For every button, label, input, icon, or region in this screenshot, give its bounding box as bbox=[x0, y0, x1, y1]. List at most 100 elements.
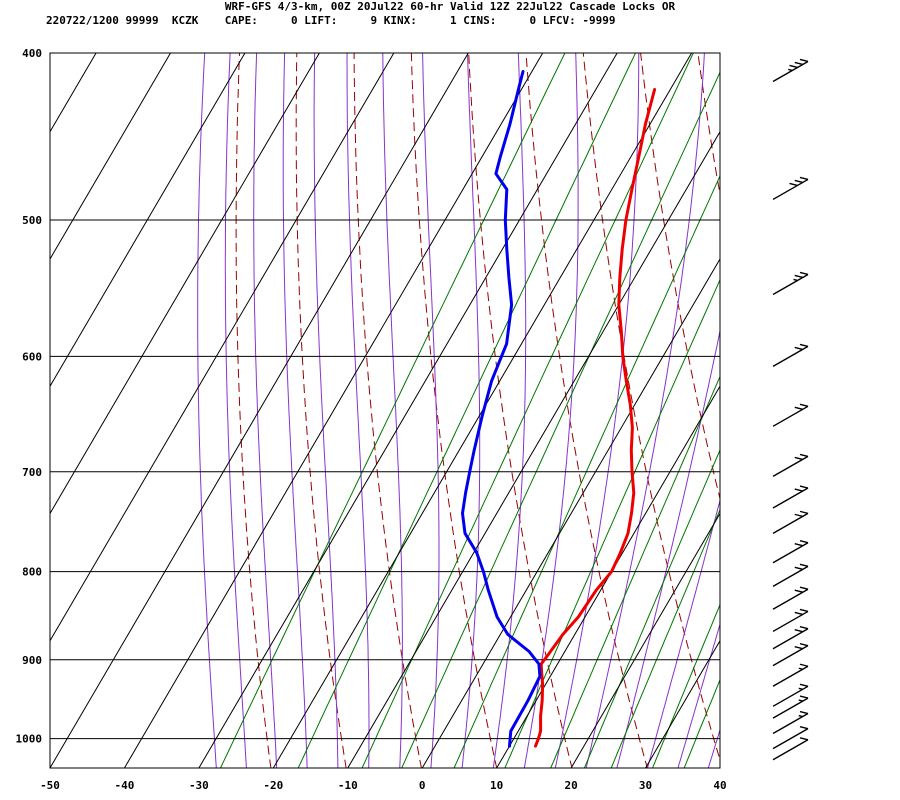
wind-barb bbox=[772, 563, 809, 587]
wind-barb bbox=[772, 586, 809, 610]
wind-barb bbox=[772, 403, 809, 427]
wind-barb-flag bbox=[799, 403, 809, 407]
dry-adiabat bbox=[235, 53, 272, 768]
wind-barb-flag bbox=[794, 589, 803, 593]
wind-barb-flag bbox=[799, 737, 809, 741]
wind-barb bbox=[772, 626, 809, 650]
wind-barb-flag bbox=[799, 453, 809, 458]
isotherm-line bbox=[50, 53, 469, 768]
chart-title: WRF-GFS 4/3-km, 00Z 20Jul22 60-hr Valid … bbox=[224, 0, 676, 13]
dry-adiabat bbox=[353, 53, 422, 768]
wind-barb bbox=[772, 710, 809, 735]
y-tick-label: 700 bbox=[22, 466, 42, 479]
x-tick-label: -30 bbox=[189, 779, 209, 792]
dry-adiabat bbox=[640, 53, 720, 501]
wind-barb bbox=[772, 540, 809, 564]
wind-barb-flag bbox=[794, 566, 803, 571]
y-tick-label: 600 bbox=[22, 350, 42, 363]
wind-barb-flag bbox=[794, 456, 803, 461]
mixing-ratio-line bbox=[683, 678, 720, 768]
isotherm-line bbox=[198, 53, 618, 768]
wind-barb-flag bbox=[799, 642, 809, 647]
sounding-profiles bbox=[461, 70, 657, 748]
mixing-ratio-line bbox=[583, 448, 720, 768]
dry-adiabat bbox=[749, 15, 900, 800]
mixing-ratio-line bbox=[550, 375, 720, 768]
wind-barb bbox=[772, 683, 809, 707]
moist-adiabat bbox=[197, 53, 217, 768]
isotherm-line bbox=[50, 53, 97, 133]
isotherm-line bbox=[645, 639, 720, 768]
wind-barb-flag bbox=[794, 513, 803, 518]
wind-barbs bbox=[772, 58, 809, 761]
wind-barb bbox=[772, 58, 809, 83]
isotherm-line bbox=[496, 385, 720, 768]
wind-barb bbox=[772, 663, 809, 687]
wind-barb-flag bbox=[799, 586, 809, 590]
y-tick-label: 400 bbox=[22, 47, 42, 60]
wind-barb-flag bbox=[794, 274, 803, 279]
isotherm-line bbox=[50, 53, 246, 388]
wind-barb-half-flag bbox=[798, 687, 803, 690]
wind-barb-flag bbox=[789, 182, 798, 187]
moist-adiabat bbox=[313, 53, 339, 768]
wind-barb-flag bbox=[794, 61, 803, 66]
wind-barb-flag bbox=[794, 611, 803, 616]
wind-barb-flag bbox=[799, 343, 809, 348]
y-tick-label: 800 bbox=[22, 566, 42, 579]
wind-barb-half-flag bbox=[798, 714, 803, 718]
wind-barb-flag bbox=[794, 406, 803, 410]
wind-barb-flag bbox=[799, 485, 809, 489]
y-tick-label: 900 bbox=[22, 654, 42, 667]
dry-adiabat bbox=[295, 53, 347, 768]
wind-barb bbox=[772, 608, 809, 633]
wind-barb-flag bbox=[799, 176, 809, 181]
wind-barb-half-flag bbox=[798, 699, 803, 702]
wind-barb-staff bbox=[772, 728, 809, 750]
wind-barb-flag bbox=[794, 645, 803, 650]
x-tick-label: 20 bbox=[564, 779, 577, 792]
wind-barb-half-flag bbox=[788, 68, 793, 72]
wind-barb bbox=[772, 510, 809, 534]
wind-barb bbox=[772, 737, 809, 761]
station-stats-line: 220722/1200 99999 KCZK CAPE: 0 LIFT: 9 K… bbox=[46, 14, 616, 27]
isotherm-line bbox=[719, 767, 720, 768]
isotherm-line bbox=[50, 53, 171, 260]
dry-adiabat bbox=[582, 53, 720, 762]
moist-adiabat bbox=[346, 53, 370, 768]
plot-frame bbox=[49, 52, 721, 769]
x-tick-label: -50 bbox=[40, 779, 60, 792]
y-tick-labels: 400 500 600 700 800 900 1000 bbox=[16, 47, 43, 746]
wind-barb bbox=[772, 453, 809, 477]
wind-barb-flag bbox=[799, 540, 809, 544]
wind-barb-flag bbox=[799, 710, 809, 715]
dry-adiabat bbox=[468, 53, 573, 768]
wind-barb-flag bbox=[799, 663, 809, 667]
y-tick-label: 500 bbox=[22, 214, 42, 227]
background-lines bbox=[197, 15, 900, 800]
wind-barb bbox=[772, 271, 809, 296]
dry-adiabat bbox=[410, 53, 498, 768]
mixing-ratio-line bbox=[504, 278, 720, 768]
wind-barb-flag bbox=[799, 695, 809, 699]
wind-barb bbox=[772, 343, 809, 368]
dry-adiabat bbox=[862, 15, 900, 800]
wind-barb-flag bbox=[799, 58, 809, 63]
wind-barb-flag bbox=[799, 626, 809, 630]
isotherm-line bbox=[347, 130, 720, 768]
wind-barb bbox=[772, 485, 809, 509]
wind-barb bbox=[772, 176, 809, 201]
dry-adiabat bbox=[806, 15, 900, 800]
x-tick-label: -40 bbox=[115, 779, 135, 792]
isotherm-line bbox=[50, 53, 395, 642]
wind-barb-flag bbox=[799, 683, 809, 687]
isotherm-line bbox=[50, 53, 320, 515]
wind-barb bbox=[772, 695, 809, 719]
moist-adiabat bbox=[707, 728, 720, 768]
x-tick-label: -20 bbox=[263, 779, 283, 792]
wind-barb-flag bbox=[799, 510, 809, 515]
moist-adiabat bbox=[646, 498, 720, 768]
isotherm-line bbox=[0, 53, 22, 768]
x-tick-labels: -50 -40 -30 -20 -10 0 10 20 30 40 bbox=[40, 779, 727, 792]
